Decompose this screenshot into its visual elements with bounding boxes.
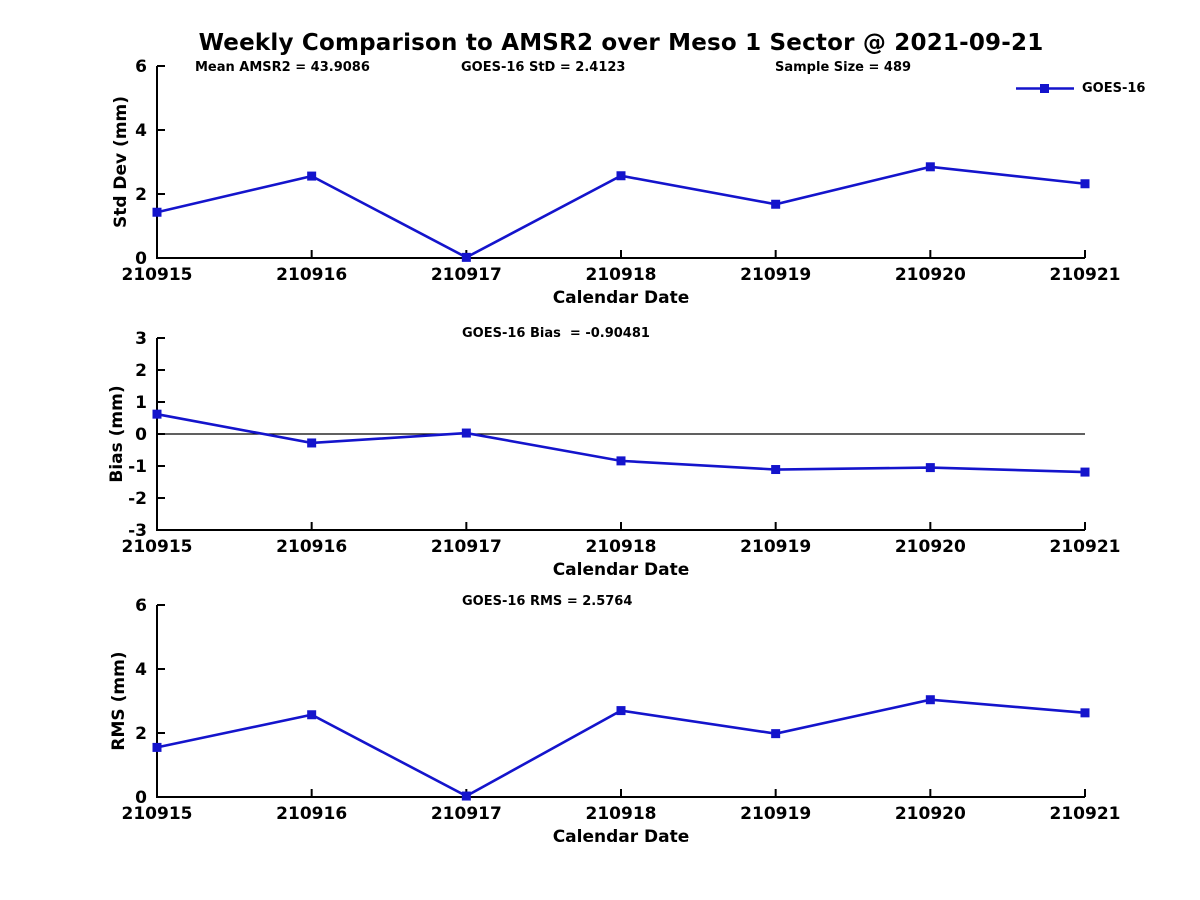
svg-text:210920: 210920 [895, 537, 966, 557]
svg-text:210915: 210915 [122, 804, 193, 824]
svg-text:210919: 210919 [740, 537, 811, 557]
legend: GOES-16 [1016, 81, 1145, 96]
rms-chart: 0 2 4 6 210915 210916 210917 210918 210919 210920… [122, 596, 1121, 824]
svg-text:210918: 210918 [586, 537, 657, 557]
svg-text:210921: 210921 [1050, 537, 1121, 557]
svg-text:210920: 210920 [895, 265, 966, 285]
annotation-sample-size: Sample Size = 489 [775, 60, 912, 75]
xlabel-calendar-date-2: Calendar Date [552, 560, 690, 580]
svg-text:210921: 210921 [1050, 265, 1121, 285]
svg-text:1: 1 [135, 393, 147, 413]
svg-text:6: 6 [135, 596, 147, 616]
svg-text:0: 0 [135, 249, 147, 269]
svg-text:4: 4 [135, 660, 147, 680]
svg-text:0: 0 [135, 425, 147, 445]
xlabel-calendar-date-3: Calendar Date [552, 827, 690, 847]
annotation-mean-amsr2: Mean AMSR2 = 43.9086 [195, 60, 370, 75]
page-title: Weekly Comparison to AMSR2 over Meso 1 S… [198, 30, 1044, 56]
svg-text:210921: 210921 [1050, 804, 1121, 824]
svg-text:210918: 210918 [586, 804, 657, 824]
svg-text:210917: 210917 [431, 537, 502, 557]
bias-chart: -3 -2 -1 0 1 2 3 210915 210916 210917 210918 210919… [122, 329, 1121, 557]
svg-text:210916: 210916 [276, 265, 347, 285]
svg-text:-2: -2 [128, 489, 147, 509]
svg-text:0: 0 [135, 788, 147, 808]
svg-text:210919: 210919 [740, 804, 811, 824]
svg-text:4: 4 [135, 121, 147, 141]
svg-text:2: 2 [135, 724, 147, 744]
svg-text:210916: 210916 [276, 537, 347, 557]
svg-text:210915: 210915 [122, 537, 193, 557]
svg-text:210918: 210918 [586, 265, 657, 285]
legend-label: GOES-16 [1082, 81, 1146, 96]
svg-text:210916: 210916 [276, 804, 347, 824]
svg-text:2: 2 [135, 185, 147, 205]
annotation-goes16-rms: GOES-16 RMS = 2.5764 [462, 594, 633, 609]
stddev-chart: 0 2 4 6 210915 210916 210917 210918 210919 210920… [122, 57, 1121, 285]
svg-text:-1: -1 [128, 457, 147, 477]
svg-text:210920: 210920 [895, 804, 966, 824]
svg-text:210917: 210917 [431, 804, 502, 824]
svg-text:-3: -3 [128, 521, 147, 541]
svg-text:6: 6 [135, 57, 147, 77]
svg-text:3: 3 [135, 329, 147, 349]
svg-text:210915: 210915 [122, 265, 193, 285]
svg-text:2: 2 [135, 361, 147, 381]
svg-text:210919: 210919 [740, 265, 811, 285]
xlabel-calendar-date-1: Calendar Date [552, 288, 690, 308]
legend-line-icon [1016, 84, 1074, 93]
svg-text:210917: 210917 [431, 265, 502, 285]
annotation-goes16-bias: GOES-16 Bias = -0.90481 [462, 326, 650, 341]
annotation-goes16-std: GOES-16 StD = 2.4123 [461, 60, 626, 75]
